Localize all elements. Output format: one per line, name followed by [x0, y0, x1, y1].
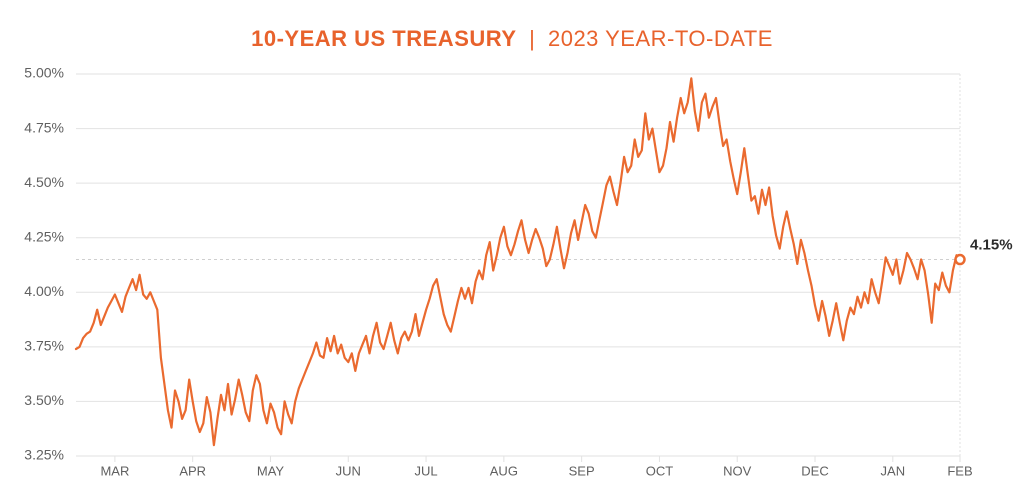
- x-tick-label: JUL: [415, 464, 438, 479]
- x-tick-label: SEP: [569, 464, 595, 479]
- end-marker-icon: [956, 255, 965, 264]
- y-tick-label: 3.50%: [24, 392, 64, 408]
- y-tick-label: 4.75%: [24, 119, 64, 135]
- x-tick-label: MAY: [257, 464, 285, 479]
- y-tick-label: 4.25%: [24, 228, 64, 244]
- y-tick-label: 5.00%: [24, 65, 64, 81]
- yield-series-line: [76, 78, 960, 445]
- x-tick-label: JUN: [336, 464, 361, 479]
- x-tick-label: OCT: [646, 464, 674, 479]
- chart-title: 10-YEAR US TREASURY | 2023 YEAR-TO-DATE: [0, 0, 1024, 58]
- x-tick-label: JAN: [881, 464, 906, 479]
- y-tick-label: 4.50%: [24, 174, 64, 190]
- title-separator: |: [523, 26, 541, 51]
- x-tick-label: APR: [179, 464, 206, 479]
- x-tick-label: AUG: [490, 464, 518, 479]
- end-value-label: 4.15%: [970, 237, 1013, 254]
- y-tick-label: 3.25%: [24, 447, 64, 463]
- x-tick-label: NOV: [723, 464, 752, 479]
- title-light: 2023 YEAR-TO-DATE: [548, 26, 773, 51]
- x-tick-label: MAR: [100, 464, 129, 479]
- x-tick-label: FEB: [947, 464, 972, 479]
- treasury-line-chart: 3.25% 3.50% 3.75% 4.00% 4.25% 4.50% 4.75% 5.00%…: [0, 58, 1024, 498]
- x-tick-label: DEC: [801, 464, 828, 479]
- y-tick-label: 3.75%: [24, 338, 64, 354]
- title-strong: 10-YEAR US TREASURY: [251, 26, 516, 51]
- y-tick-label: 4.00%: [24, 283, 64, 299]
